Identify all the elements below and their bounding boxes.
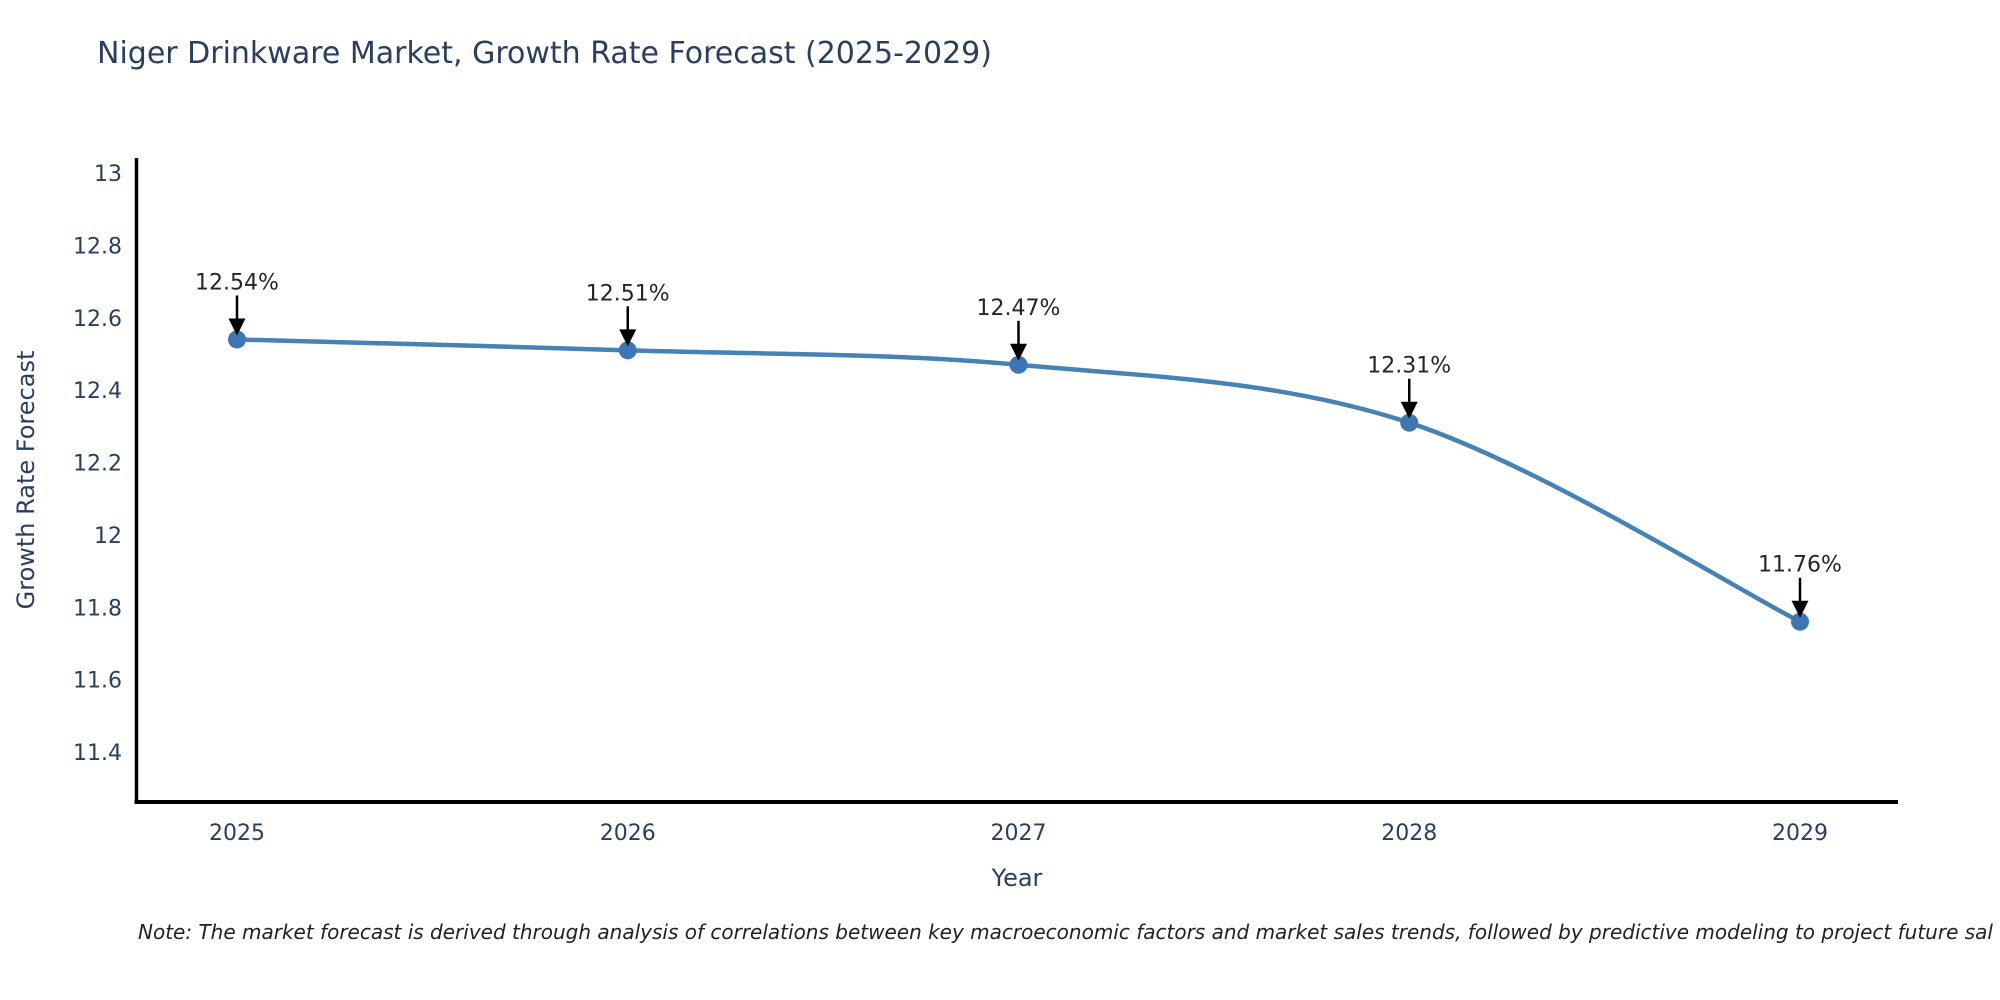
chart-title: Niger Drinkware Market, Growth Rate Fore… [97, 36, 992, 71]
footnote: Note: The market forecast is derived thr… [138, 920, 1993, 944]
data-point-2029 [1791, 612, 1809, 631]
annotation-arrowhead-icon [1010, 343, 1027, 361]
data-point-2028 [1400, 413, 1419, 432]
x-tick-label: 2026 [600, 821, 656, 846]
x-tick-label: 2028 [1381, 821, 1437, 846]
annotation-arrowhead-icon [1791, 600, 1809, 618]
data-point-label: 11.76% [1758, 553, 1842, 578]
x-tick-label: 2025 [209, 821, 265, 846]
annotation-arrowhead-icon [619, 329, 637, 347]
y-tick-label: 11.8 [73, 596, 122, 621]
y-tick-label: 11.6 [73, 669, 122, 694]
y-tick-label: 12.4 [73, 379, 122, 404]
y-tick-label: 12.6 [73, 307, 122, 332]
data-point-2025 [228, 330, 246, 349]
data-point-label: 12.51% [586, 281, 670, 306]
data-point-2027 [1009, 355, 1028, 374]
x-tick-label: 2029 [1772, 821, 1828, 846]
data-point-2026 [618, 341, 637, 360]
forecast-line [234, 337, 1803, 624]
data-point-label: 12.47% [977, 296, 1061, 321]
data-point-label: 12.31% [1367, 354, 1451, 379]
y-tick-label: 12.8 [73, 234, 122, 259]
y-tick-label: 13 [94, 162, 122, 187]
annotation-arrowhead-icon [228, 318, 246, 336]
y-tick-label: 12.2 [73, 452, 122, 477]
y-axis-title: Growth Rate Forecast [12, 351, 40, 610]
x-tick-label: 2027 [991, 821, 1047, 846]
x-axis-title: Year [991, 864, 1043, 892]
y-tick-label: 12 [94, 524, 122, 549]
data-point-label: 12.54% [195, 270, 279, 295]
y-tick-label: 11.4 [73, 741, 122, 766]
annotation-arrowhead-icon [1400, 401, 1418, 419]
